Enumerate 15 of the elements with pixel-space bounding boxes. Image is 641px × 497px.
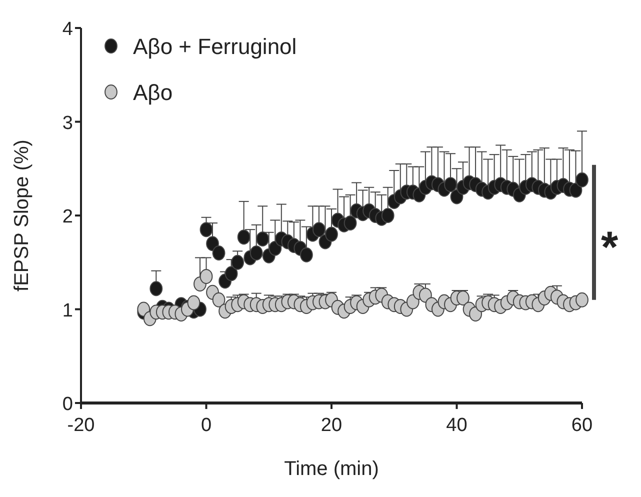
x-tick-label: 60 bbox=[571, 415, 593, 436]
x-tick-label: 0 bbox=[200, 415, 212, 436]
y-tick-label: 1 bbox=[62, 300, 73, 322]
legend-label: Aβo bbox=[133, 80, 173, 105]
x-tick-label: -20 bbox=[67, 415, 95, 436]
y-axis-title: fEPSP Slope (%) bbox=[11, 140, 33, 292]
legend-label: Aβo + Ferruginol bbox=[133, 34, 297, 59]
x-axis-title: Time (min) bbox=[284, 458, 379, 480]
text: * bbox=[601, 222, 619, 272]
x-tick-label: 40 bbox=[446, 415, 468, 436]
y-tick-label: 2 bbox=[62, 206, 73, 228]
y-tick-label: 0 bbox=[62, 394, 73, 415]
y-tick-label: 3 bbox=[62, 112, 73, 134]
x-tick-label: 20 bbox=[320, 415, 342, 436]
y-tick-label: 4 bbox=[62, 19, 74, 40]
